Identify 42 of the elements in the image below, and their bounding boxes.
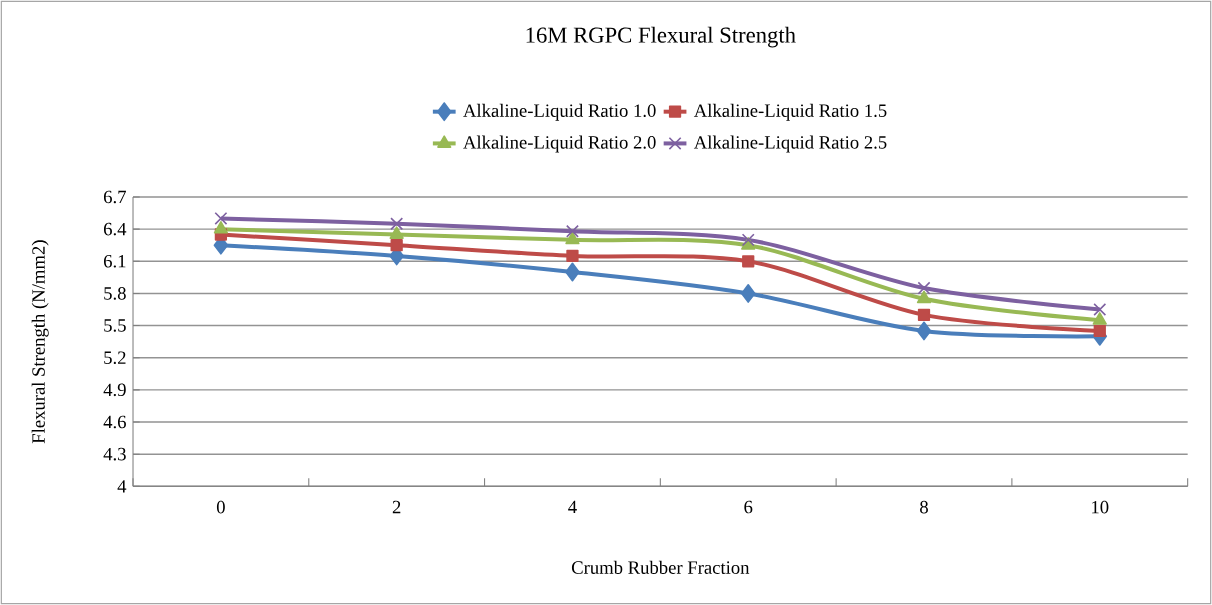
point xyxy=(742,255,755,268)
legend-label: Alkaline-Liquid Ratio 1.0 xyxy=(463,103,656,121)
y-tick-label: 4.6 xyxy=(103,415,126,429)
x-tick-label: 0 xyxy=(216,500,225,514)
point xyxy=(1092,312,1107,325)
y-tick-label: 6.4 xyxy=(103,222,127,236)
point xyxy=(917,308,931,321)
point xyxy=(1093,303,1107,316)
point xyxy=(565,262,580,282)
point xyxy=(916,290,932,304)
y-tick-label: 5.2 xyxy=(104,351,126,365)
point xyxy=(741,233,755,247)
point xyxy=(740,283,756,303)
chart-title: 16M RGPC Flexural Strength xyxy=(526,26,796,48)
legend-label: Alkaline-Liquid Ratio 2.0 xyxy=(463,135,656,153)
point xyxy=(565,231,580,245)
point xyxy=(389,226,404,239)
legend-label: Alkaline-Liquid Ratio 1.5 xyxy=(693,103,887,121)
x-tick-label: 6 xyxy=(744,500,753,514)
y-tick-label: 6.1 xyxy=(103,254,126,268)
y-tick-label: 4.9 xyxy=(103,383,126,397)
x-tick-label: 8 xyxy=(920,500,928,514)
x-tick-label: 2 xyxy=(392,500,401,514)
legend-label: Alkaline-Liquid Ratio 2.5 xyxy=(693,135,887,153)
x-axis-title: Crumb Rubber Fraction xyxy=(571,560,750,574)
y-tick-label: 6.7 xyxy=(103,190,126,204)
y-tick-label: 4.3 xyxy=(103,447,126,461)
point xyxy=(917,281,931,295)
y-tick-label: 5.5 xyxy=(104,319,126,332)
point xyxy=(1093,324,1106,338)
y-tick-label: 5.8 xyxy=(104,287,126,300)
point xyxy=(214,211,228,225)
x-tick-label: 10 xyxy=(1092,500,1109,514)
point xyxy=(565,224,579,238)
point xyxy=(390,217,404,231)
x-tick-label: 4 xyxy=(568,500,577,514)
y-axis-title: Flexural Strength (N/mm2) xyxy=(31,240,49,444)
point xyxy=(390,239,403,252)
point xyxy=(213,221,229,234)
point xyxy=(916,321,932,341)
point xyxy=(566,249,579,263)
y-tick-label: 4 xyxy=(117,480,127,493)
